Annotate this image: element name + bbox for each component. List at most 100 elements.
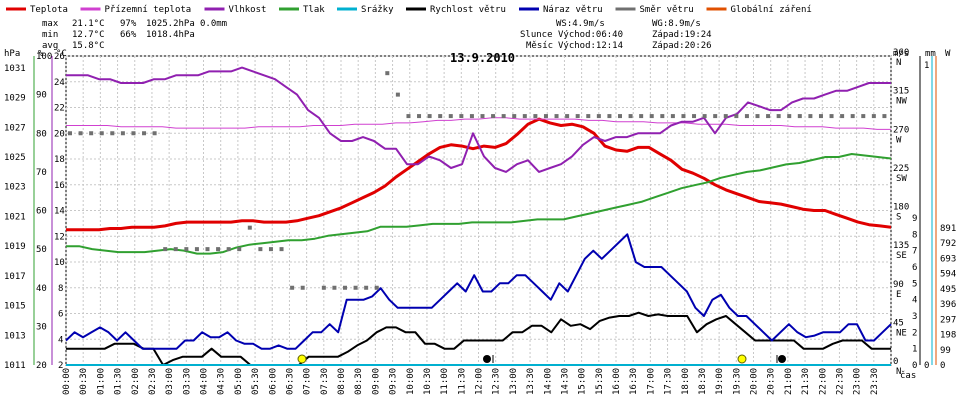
tick-ms: 8 [912,230,917,240]
wind-dir-marker [194,247,199,252]
tick-x: 22:30 [835,368,845,395]
tick-x: 16:30 [629,368,639,395]
tick-x: 03:30 [182,368,192,395]
wind-dir-marker [205,247,210,252]
tick-ms: 6 [912,263,917,273]
tick-hpa: 1015 [4,302,26,312]
tick-pct: 20 [36,361,47,371]
tick-x: 11:30 [457,368,467,395]
tick-x: 00:30 [79,368,89,395]
wind-dir-marker [110,131,115,136]
wind-dir-marker [543,114,548,119]
tick-dir: W [896,135,902,145]
tick-x: 05:00 [234,368,244,395]
wind-dir-marker [501,114,506,119]
wind-dir-marker [776,114,781,119]
legend-label: Teplota [30,5,68,15]
wind-dir-marker [427,114,432,119]
tick-x: 14:00 [543,368,553,395]
tick-x: 02:30 [148,368,158,395]
stat-max-hum: 97% [120,19,137,29]
wind-dir-marker [628,114,633,119]
stat-min-hum: 66% [120,30,137,40]
tick-x: 22:00 [818,368,828,395]
tick-ms: 9 [912,214,917,224]
wind-dir-marker [808,114,813,119]
stat-min-label: min [42,30,58,40]
tick-x: 02:00 [131,368,141,395]
wind-dir-marker [850,114,855,119]
wind-dir-marker [258,247,263,252]
tick-hpa: 1021 [4,212,26,222]
wind-dir-marker [173,247,178,252]
wind-dir-marker [829,114,834,119]
tick-wm2: 396 [940,300,956,310]
wind-dir-marker [491,114,496,119]
tick-x: 05:30 [251,368,261,395]
sun-set: Západ:19:24 [652,30,712,40]
tick-pct: 100 [36,52,52,62]
wind-dir-marker [565,114,570,119]
wind-dir-marker [618,114,622,119]
legend-label: Přízemní teplota [105,5,192,15]
wind-dir-marker [755,114,760,119]
wind-dir-marker [681,114,686,119]
tick-x: 07:30 [320,368,330,395]
tick-ms: 4 [912,296,917,306]
wg-value: WG:8.9m/s [652,19,701,29]
tick-deg: 225 [893,164,909,174]
axis-unit-ms: m/s [893,49,909,59]
wind-dir-marker [744,114,749,119]
tick-x: 15:30 [595,368,605,395]
tick-pct: 70 [36,168,47,178]
wind-dir-marker [417,114,422,119]
tick-x: 14:30 [560,368,570,395]
tick-ms: 2 [912,328,917,338]
moonset-icon [778,355,786,363]
tick-temp: 10 [54,258,65,268]
legend-label: Srážky [361,5,394,15]
wind-dir-marker [364,285,369,290]
legend-label: Rychlost větru [430,5,506,15]
tick-x: 06:00 [268,368,278,395]
tick-hpa: 1023 [4,183,26,193]
tick-dir: N [896,58,901,68]
stat-max-rain: 0.0mm [200,19,227,29]
tick-pct: 60 [36,207,47,217]
wind-dir-marker [152,131,157,136]
tick-wm2: 693 [940,254,956,264]
wind-dir-marker [237,247,242,252]
tick-x: 18:30 [698,368,708,395]
tick-mm: 0 [924,361,929,371]
tick-temp: 2 [58,361,63,371]
stat-min-press: 1018.4hPa [146,30,195,40]
tick-x: 04:30 [217,368,227,395]
tick-dir: E [896,290,901,300]
tick-x: 23:00 [853,368,863,395]
wind-dir-marker [321,285,326,290]
tick-dir: N [896,367,901,377]
tick-wm2: 792 [940,239,956,249]
sunrise-icon [297,354,307,364]
tick-x: 10:00 [406,368,416,395]
tick-temp: 22 [54,104,65,114]
legend-label: Tlak [303,5,325,15]
wind-dir-marker [596,114,601,119]
tick-dir: SW [896,174,907,184]
wind-dir-marker [290,285,295,290]
legend-label: Směr větru [640,5,694,15]
wind-dir-marker [840,114,845,119]
wind-dir-marker [163,247,168,252]
tick-hpa: 1017 [4,272,26,282]
wind-dir-marker [78,131,83,136]
tick-temp: 24 [54,78,65,88]
wind-dir-marker [438,114,443,119]
sun-rise: Východ:06:40 [558,30,623,40]
series-line-Teplota [66,117,892,232]
wind-dir-marker [533,114,538,119]
axis-unit-wm2: W [945,49,951,59]
tick-x: 17:30 [664,368,674,395]
series-line-Náraz větru [65,233,892,350]
tick-hpa: 1011 [4,361,26,371]
tick-temp: 26 [54,52,65,62]
